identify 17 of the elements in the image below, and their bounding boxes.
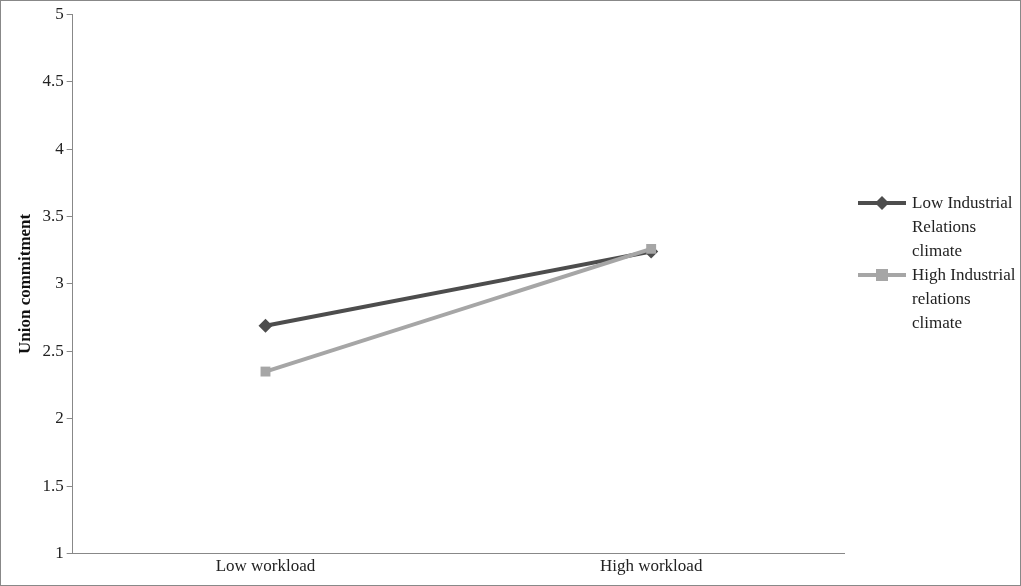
legend-label: Low Industrial Relations climate <box>912 192 1014 262</box>
y-tick-label: 2 <box>55 408 64 428</box>
x-tick-label: Low workload <box>215 556 316 576</box>
y-axis-title: Union commitment <box>14 213 34 355</box>
point <box>646 243 657 254</box>
y-tick-label: 4 <box>55 138 65 158</box>
point <box>260 366 271 377</box>
y-tick-label: 5 <box>55 3 64 23</box>
y-tick-label: 3 <box>55 273 64 293</box>
y-tick-label: 2.5 <box>42 340 64 360</box>
y-tick-label: 1 <box>55 543 64 563</box>
y-tick-label: 1.5 <box>42 475 64 495</box>
x-tick-label: High workload <box>599 556 703 576</box>
y-tick-label: 4.5 <box>42 71 64 91</box>
y-tick-label: 3.5 <box>42 205 64 225</box>
point <box>258 318 273 333</box>
legend-label: High Industrial relations climate <box>912 264 1016 334</box>
